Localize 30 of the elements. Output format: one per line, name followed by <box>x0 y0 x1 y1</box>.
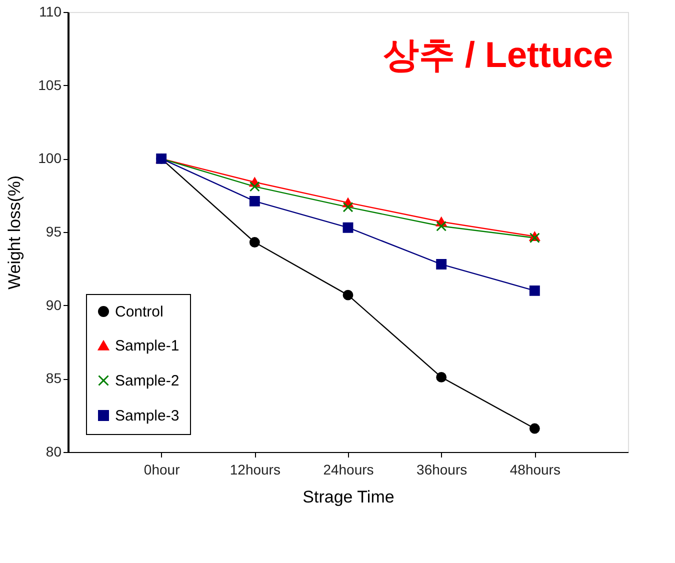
point <box>249 196 260 206</box>
point <box>342 202 354 212</box>
x-tick-label: 12hours <box>230 462 280 478</box>
y-tick-label: 90 <box>46 296 62 313</box>
y-tick-label: 80 <box>46 444 62 460</box>
x-tick-label: 24hours <box>323 462 374 478</box>
text: 상추 / Lettuce <box>382 34 613 75</box>
y-tick-label: 85 <box>46 370 62 386</box>
point <box>529 285 540 296</box>
point <box>342 222 354 233</box>
y-tick-label: 110 <box>39 4 62 20</box>
point <box>249 181 260 192</box>
point <box>249 237 260 248</box>
point <box>529 423 540 434</box>
legend-label: Sample-3 <box>115 408 180 424</box>
y-axis-title: Weight loss(%) <box>5 176 24 290</box>
legend-label: Control <box>115 304 164 320</box>
point <box>436 372 447 382</box>
y-tick-label: 95 <box>46 224 62 240</box>
point <box>436 220 447 232</box>
point <box>342 290 354 300</box>
legend-label: Sample-2 <box>115 372 180 390</box>
x-tick-label: 0hour <box>144 462 180 478</box>
point <box>436 259 447 270</box>
legend-label: Sample-1 <box>115 338 180 354</box>
x-axis-title: Strage Time <box>302 488 394 506</box>
y-tick-label: 100 <box>38 150 62 166</box>
y-tick-label: 105 <box>38 76 62 93</box>
x-tick-label: 36hours <box>416 462 468 478</box>
x-tick-label: 48hours <box>510 462 560 478</box>
